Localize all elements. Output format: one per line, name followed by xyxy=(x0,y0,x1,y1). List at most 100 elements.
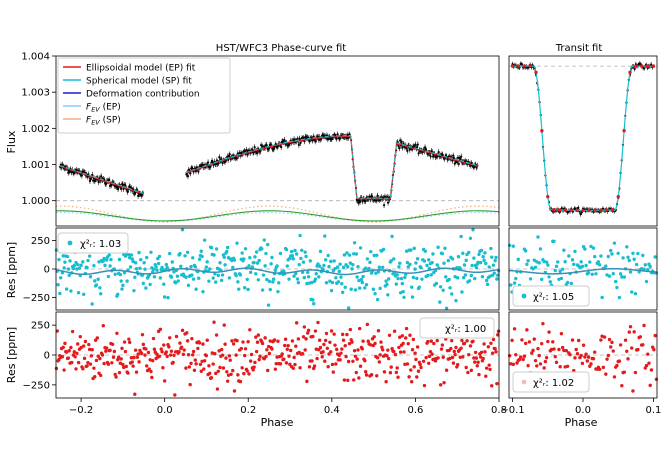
residual-point xyxy=(324,281,329,285)
residual-point xyxy=(526,363,530,368)
x-axis-label-phase: Phase xyxy=(261,416,294,429)
residual-point xyxy=(334,276,338,280)
residual-point xyxy=(199,369,203,373)
residual-point xyxy=(353,288,358,292)
residual-point xyxy=(252,260,256,265)
residual-point xyxy=(407,375,411,379)
residual-point xyxy=(641,343,645,347)
data-point xyxy=(97,181,100,184)
residual-point xyxy=(220,273,225,277)
residual-point xyxy=(476,260,480,264)
residual-point xyxy=(511,362,516,367)
residual-point xyxy=(347,341,352,346)
residual-point xyxy=(551,340,555,344)
ep-model-point xyxy=(645,64,650,68)
data-point xyxy=(650,63,653,66)
residual-point xyxy=(252,365,256,369)
residual-point xyxy=(113,272,117,276)
residual-point xyxy=(591,246,596,250)
residual-point xyxy=(410,348,415,352)
residual-point xyxy=(358,246,363,250)
residual-point xyxy=(254,335,258,339)
residual-point xyxy=(411,275,416,280)
residual-point xyxy=(236,280,240,284)
residual-point xyxy=(291,257,295,261)
residual-point xyxy=(62,266,66,270)
residual-point xyxy=(557,347,561,352)
residual-point xyxy=(415,276,419,281)
residual-point xyxy=(473,276,477,281)
residual-point xyxy=(271,277,276,281)
residual-point xyxy=(553,354,557,359)
residual-point xyxy=(542,366,546,370)
residual-point xyxy=(198,362,203,367)
residual-point xyxy=(139,351,144,356)
residual-point xyxy=(361,339,365,343)
residual-point xyxy=(586,271,591,275)
residual-point xyxy=(333,343,337,347)
residual-point xyxy=(556,260,560,264)
residual-point xyxy=(67,349,71,353)
residual-point xyxy=(474,356,479,360)
residual-point xyxy=(246,339,250,344)
residual-point xyxy=(145,255,149,260)
residual-point xyxy=(435,338,439,343)
residual-point xyxy=(414,357,418,362)
data-point xyxy=(235,157,239,160)
residual-point xyxy=(532,258,536,262)
residual-point xyxy=(243,286,247,290)
residual-point xyxy=(515,361,519,365)
residual-point xyxy=(191,353,195,357)
residual-point xyxy=(180,228,185,232)
residual-point xyxy=(576,338,581,343)
residual-point xyxy=(617,359,622,363)
residual-point xyxy=(61,345,65,350)
residual-point xyxy=(450,257,455,261)
residual-point xyxy=(409,368,413,372)
residual-point xyxy=(494,350,498,354)
residual-point xyxy=(147,367,151,371)
residual-point xyxy=(334,362,338,366)
residual-point xyxy=(526,258,530,263)
residual-point xyxy=(628,324,633,329)
residual-point xyxy=(178,251,182,256)
res-sp-transit-panel xyxy=(507,227,659,311)
ep-model-point xyxy=(569,208,573,213)
axis-ticks: 1.000 1.001 1.002 1.003 1.004 −250 0 250 −250 0 25… xyxy=(21,52,661,417)
residual-point xyxy=(530,351,534,355)
residual-point xyxy=(489,246,493,251)
residual-point xyxy=(453,274,457,279)
residual-point xyxy=(328,340,332,344)
annotation-marker xyxy=(67,240,73,246)
residual-point xyxy=(613,279,618,284)
residual-point xyxy=(208,371,212,375)
residual-point xyxy=(403,362,407,366)
residual-point xyxy=(165,354,169,359)
residual-point xyxy=(424,355,428,360)
residual-point xyxy=(475,364,479,368)
residual-point xyxy=(632,257,636,261)
residual-point xyxy=(386,277,391,281)
residual-point xyxy=(616,251,620,255)
residual-point xyxy=(589,362,593,366)
y-tick-label: 1.001 xyxy=(21,160,50,171)
x-tick-label: 0.1 xyxy=(646,405,662,416)
residual-point xyxy=(560,267,565,271)
data-point xyxy=(314,140,317,143)
residual-point xyxy=(455,362,460,367)
residual-point xyxy=(81,344,86,348)
residual-point xyxy=(240,251,244,255)
residual-point xyxy=(245,369,249,373)
residual-point xyxy=(172,353,176,357)
residual-point xyxy=(536,346,540,351)
residual-point xyxy=(599,254,603,258)
data-point xyxy=(577,206,580,210)
residual-point xyxy=(444,368,449,372)
data-point xyxy=(297,143,300,146)
residual-point xyxy=(201,290,205,294)
residual-point xyxy=(307,365,312,369)
residual-point xyxy=(171,360,175,365)
residual-point xyxy=(168,353,173,357)
residual-point xyxy=(214,333,219,337)
residual-point xyxy=(156,261,161,266)
